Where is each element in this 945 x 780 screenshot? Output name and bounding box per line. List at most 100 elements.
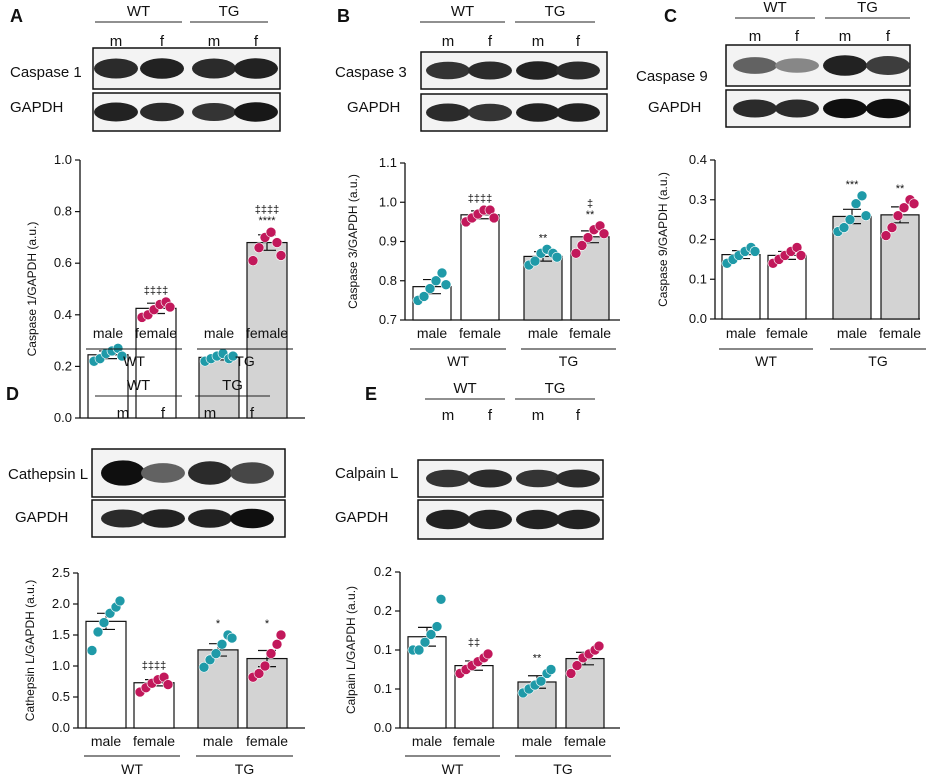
- data-point: [571, 660, 583, 671]
- blot-row-label: GAPDH: [347, 99, 400, 116]
- y-tick-label: 0.9: [379, 234, 397, 249]
- blot-band: [556, 509, 600, 530]
- x-category-label: male: [522, 733, 553, 749]
- data-point: [425, 629, 437, 640]
- x-category-label: male: [203, 733, 234, 749]
- y-tick-label: 0.4: [689, 152, 707, 167]
- data-point: [860, 210, 872, 221]
- panel-a: A WT TG m f m f Caspase 1 GAPDH 0.0 0.2 0.4 0.6 0.8 1.…: [10, 3, 305, 425]
- blot-lane-label: f: [488, 33, 493, 50]
- bar-chart: 0.0 0.5 1.0 1.5 2.0 2.5 Cathepsin L/GAPDH (a.u…: [23, 565, 305, 777]
- x-category-label: female: [246, 733, 288, 749]
- y-tick-label: 0.3: [689, 192, 707, 207]
- blot-group-label: WT: [451, 3, 474, 20]
- blot-band: [140, 58, 184, 79]
- y-tick-label: 1.1: [379, 155, 397, 170]
- y-tick-label: 0.0: [374, 720, 392, 735]
- data-point: [886, 222, 898, 233]
- data-point: [210, 648, 222, 659]
- data-point: [259, 660, 271, 672]
- data-point: [856, 190, 868, 202]
- data-point: [92, 626, 104, 638]
- bar: [85, 620, 127, 729]
- blot-band: [823, 98, 867, 119]
- data-point: [164, 301, 176, 313]
- blot-band: [188, 461, 232, 485]
- y-axis-label: Caspase 1/GAPDH (a.u.): [25, 222, 39, 357]
- x-category-label: female: [569, 325, 611, 341]
- blot-lane-label: f: [250, 405, 255, 422]
- data-point: [86, 645, 98, 656]
- data-point: [529, 255, 541, 267]
- data-point: [545, 664, 557, 675]
- y-tick-label: 0.8: [54, 204, 72, 219]
- data-point: [576, 240, 588, 251]
- y-tick-label: 0.7: [379, 312, 397, 327]
- data-point: [424, 283, 436, 294]
- blot-band: [516, 509, 560, 530]
- data-point: [226, 632, 238, 644]
- significance-label: **: [533, 653, 542, 665]
- significance-label: **: [586, 209, 595, 221]
- blot-band: [866, 56, 910, 75]
- blot-band: [141, 463, 185, 483]
- significance-label: ****: [258, 215, 276, 227]
- blot-lane-label: m: [208, 33, 221, 50]
- y-tick-label: 0.2: [54, 358, 72, 373]
- blot-band: [516, 469, 560, 488]
- blot-row-label: Calpain L: [335, 465, 398, 482]
- blot-band: [733, 99, 777, 118]
- blot-band: [94, 58, 138, 79]
- y-tick-label: 1.0: [54, 152, 72, 167]
- x-category-label: male: [93, 325, 124, 341]
- bar: [460, 214, 500, 321]
- blot-lane-label: f: [161, 405, 166, 422]
- x-category-label: female: [135, 325, 177, 341]
- blot-band: [823, 55, 867, 76]
- x-category-label: male: [726, 325, 757, 341]
- blot-lane-label: f: [160, 33, 165, 50]
- panel-letter: C: [664, 6, 677, 26]
- blot-group-label: TG: [545, 3, 566, 20]
- blot-band: [556, 469, 600, 488]
- blot-group-label: WT: [127, 377, 150, 394]
- data-point: [265, 226, 277, 238]
- y-tick-label: 0.1: [689, 271, 707, 286]
- data-point: [838, 222, 850, 233]
- blot-lane-label: f: [488, 407, 493, 424]
- blot-lane-label: f: [576, 407, 581, 424]
- data-point: [265, 648, 277, 659]
- data-point: [436, 267, 448, 279]
- data-point: [551, 251, 563, 263]
- data-point: [565, 668, 577, 679]
- blot-lane-label: m: [532, 407, 545, 424]
- blot-band: [426, 61, 470, 80]
- blot-band: [188, 509, 232, 528]
- data-point: [435, 593, 447, 605]
- y-axis-label: Cathepsin L/GAPDH (a.u.): [23, 580, 37, 721]
- significance-label: ‡‡: [468, 637, 480, 649]
- data-point: [431, 621, 443, 632]
- data-point: [440, 279, 452, 290]
- blot-group-label: TG: [857, 0, 878, 16]
- data-point: [482, 648, 494, 660]
- y-tick-label: 0.4: [54, 307, 72, 322]
- x-group-label: WT: [121, 761, 143, 777]
- blot-row-label: GAPDH: [648, 99, 701, 116]
- blot-group-label: WT: [127, 3, 150, 20]
- significance-label: ‡: [587, 198, 593, 210]
- x-group-label: WT: [755, 353, 777, 369]
- x-category-label: male: [91, 733, 122, 749]
- data-point: [253, 668, 265, 679]
- significance-label: **: [896, 183, 905, 195]
- data-point: [271, 237, 283, 248]
- blot-group-label: WT: [763, 0, 786, 16]
- x-category-label: male: [417, 325, 448, 341]
- blot-band: [141, 509, 185, 528]
- y-tick-label: 0.5: [52, 689, 70, 704]
- blot-group-label: TG: [222, 377, 243, 394]
- data-point: [253, 242, 265, 254]
- data-point: [795, 250, 807, 261]
- blot-band: [556, 103, 600, 122]
